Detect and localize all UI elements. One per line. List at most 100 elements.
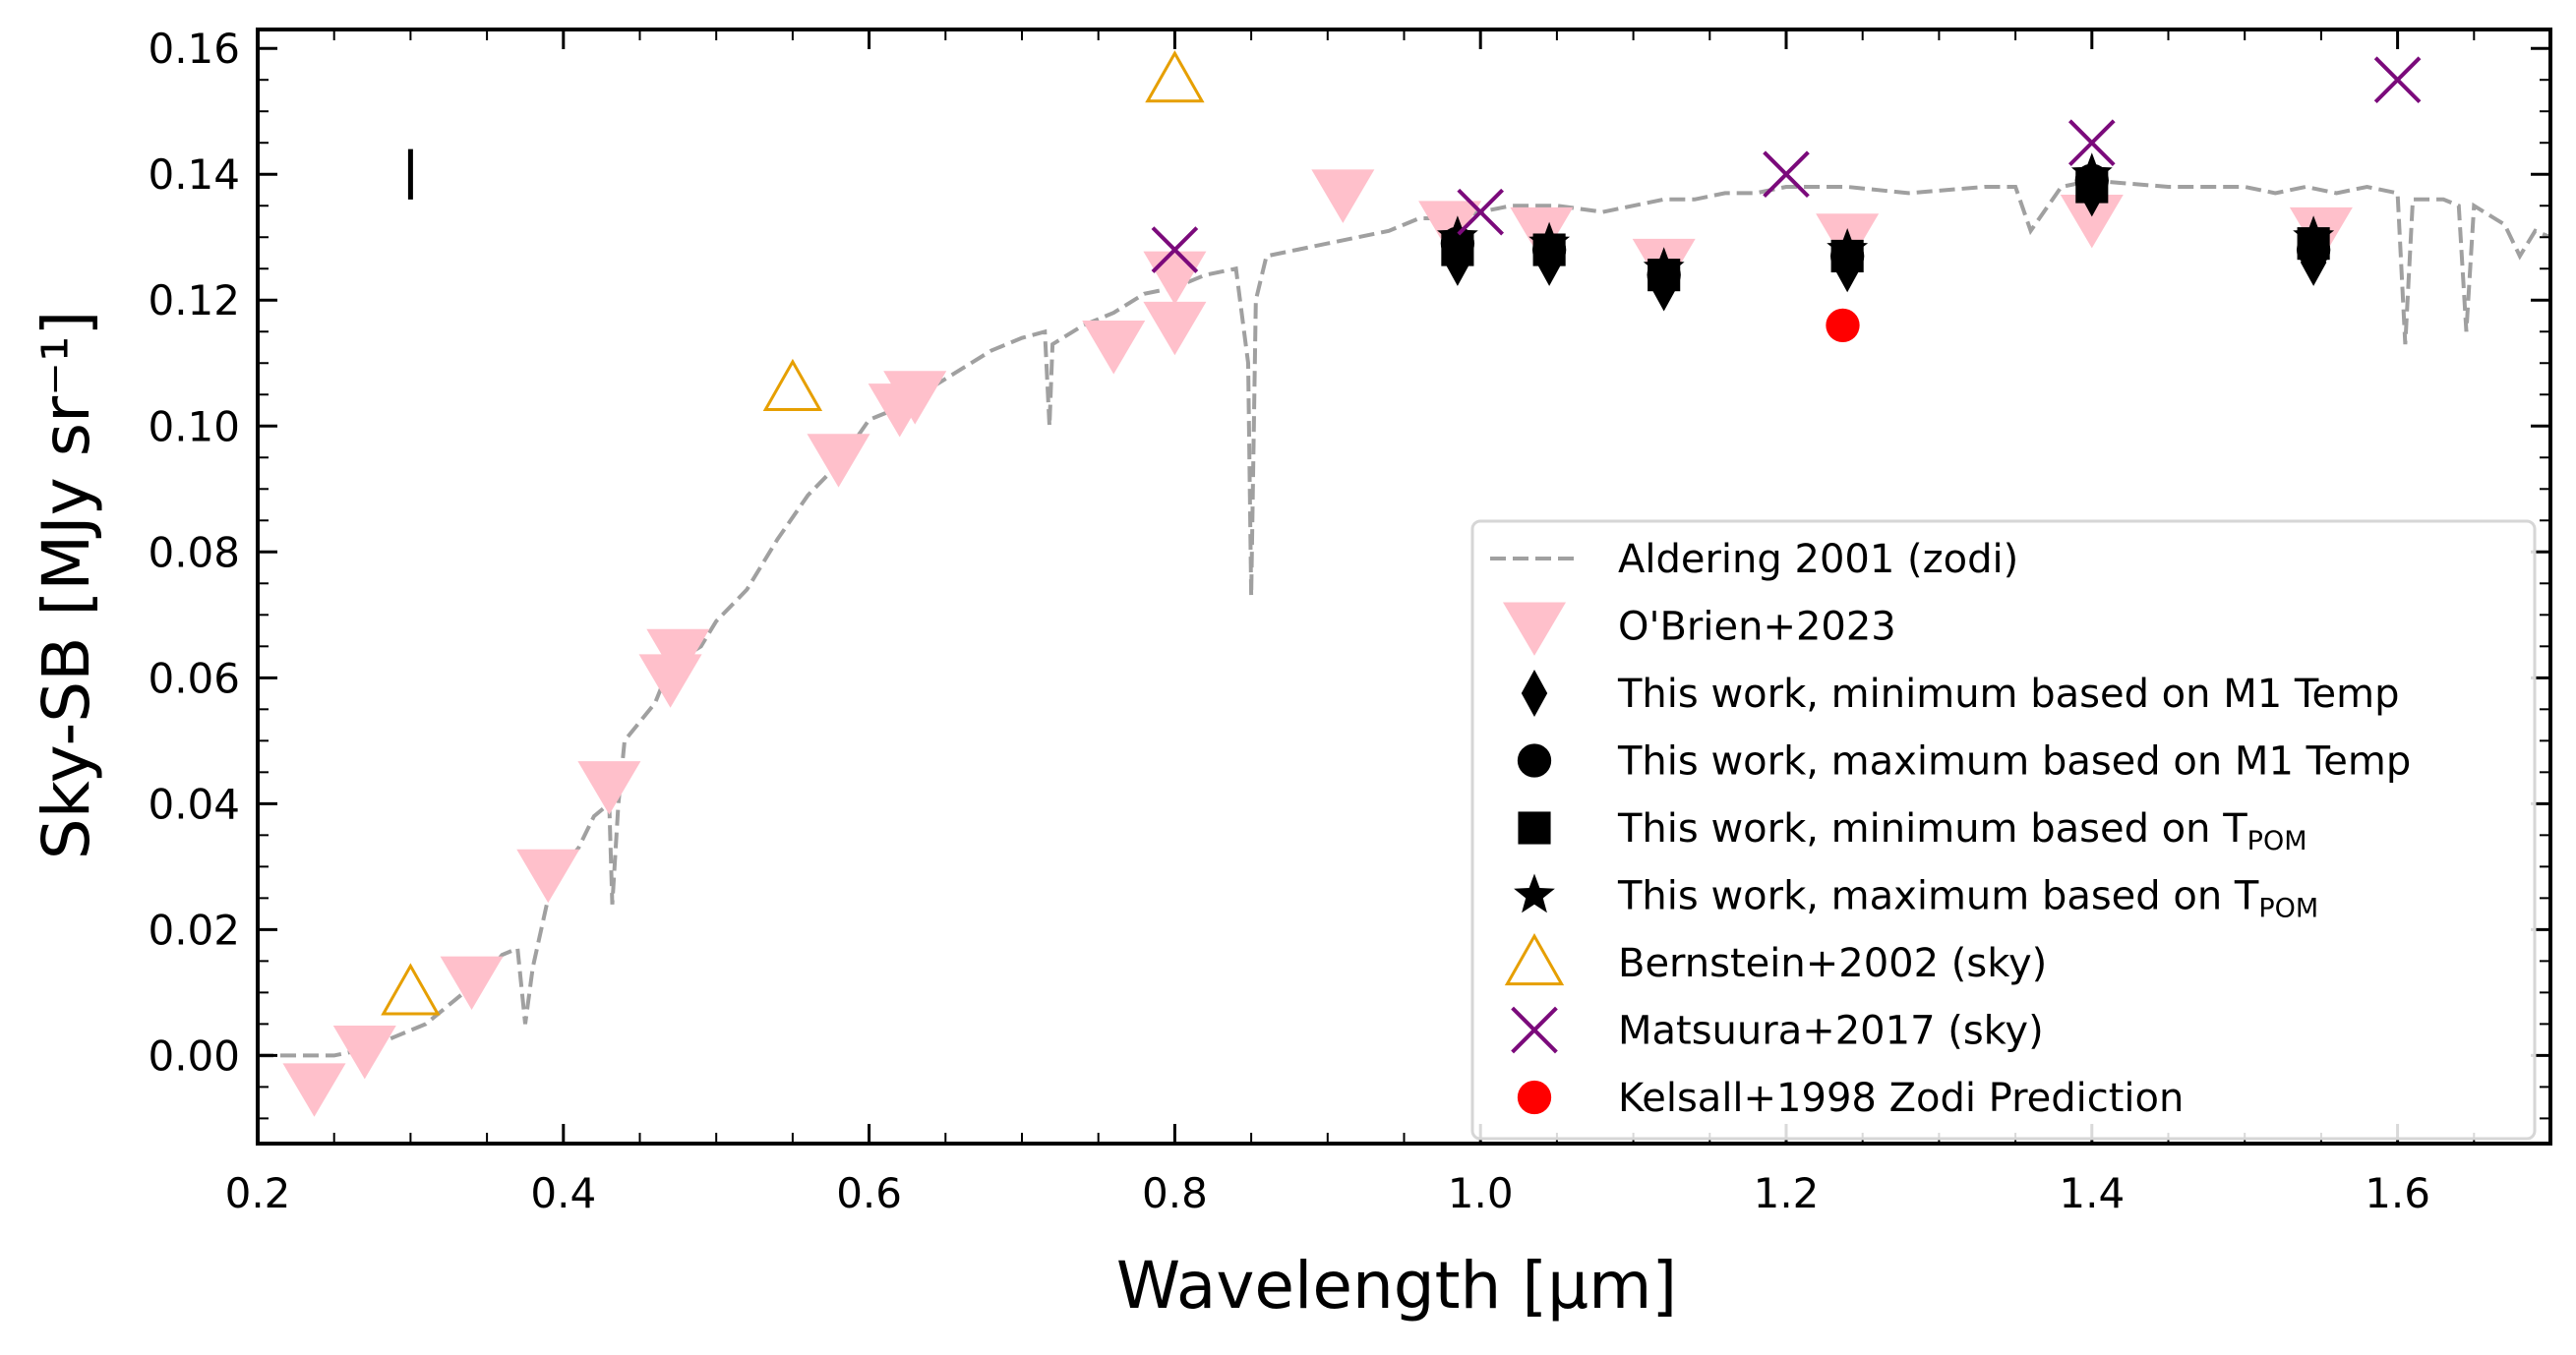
legend-label-7: Matsuura+2017 (sky) (1618, 1009, 2044, 1054)
legend-label-4: This work, minimum based on TPOM (1617, 806, 2307, 856)
y-tick-label-5: 0.10 (148, 402, 240, 450)
legend-marker-6 (1504, 932, 1565, 986)
series-o-brien-2023-point-10-shape (1082, 321, 1146, 375)
series-o-brien-2023-point-2-shape (440, 956, 504, 1010)
series-o-brien-2023-point-7-shape (807, 434, 870, 488)
series-this-work-maximum-based-on-t-pom-point-3-shape (1827, 228, 1869, 267)
legend-label-5: This work, maximum based on TPOM (1617, 874, 2318, 924)
legend-label-0: Aldering 2001 (zodi) (1618, 537, 2018, 582)
x-tick-label-5: 1.2 (1754, 1169, 1820, 1217)
series-matsuura-2017-sky-point-3-stroke-b (2067, 119, 2116, 167)
y-tick-label-4: 0.08 (148, 528, 240, 576)
series-bernstein-2002-sky (381, 50, 1205, 1016)
series-aldering-2001-zodi-line (258, 178, 2550, 1058)
legend-marker-5-shape (1514, 873, 1555, 913)
series-o-brien-2023-point-11-shape (1143, 301, 1207, 356)
series-o-brien-2023-point-11 (1143, 301, 1207, 356)
series-matsuura-2017-sky-point-4-stroke-b (2373, 56, 2422, 104)
series-this-work-maximum-based-on-t-pom-point-2 (1643, 247, 1685, 286)
legend-label-8: Kelsall+1998 Zodi Prediction (1618, 1076, 2184, 1121)
x-tick-label-0: 0.2 (225, 1169, 291, 1217)
series-o-brien-2023-point-7 (807, 434, 870, 488)
series-matsuura-2017-sky-point-4 (2373, 56, 2422, 104)
series-this-work-maximum-based-on-t-pom (1437, 152, 2335, 286)
legend-marker-6-shape (1504, 932, 1565, 986)
series-o-brien-2023-point-18 (2060, 195, 2124, 249)
series-o-brien-2023-point-4-shape (577, 761, 641, 815)
y-tick-label-8: 0.16 (148, 25, 240, 73)
y-axis-title: Sky-SB [MJy sr⁻¹] (29, 311, 104, 859)
series-o-brien-2023-point-14 (1418, 201, 1482, 255)
series-this-work-maximum-based-on-t-pom-point-5 (2293, 215, 2335, 255)
series-this-work-maximum-based-on-t-pom-point-0-shape (1437, 215, 1478, 255)
series-matsuura-2017-sky-point-3 (2067, 119, 2116, 167)
series-this-work-maximum-based-on-t-pom-point-5-shape (2293, 215, 2335, 255)
series-kelsall-1998-zodi-prediction (1826, 308, 1860, 343)
y-tick-label-2: 0.04 (148, 780, 240, 828)
series-matsuura-2017-sky-point-1 (1457, 188, 1505, 236)
series-o-brien-2023-point-13-shape (1311, 169, 1375, 223)
series-this-work-maximum-based-on-t-pom-point-0 (1437, 215, 1478, 255)
legend-entry-5: This work, maximum based on TPOM (1514, 873, 2318, 924)
series-o-brien-2023-point-14-shape (1418, 201, 1482, 255)
legend-marker-8 (1517, 1080, 1552, 1115)
x-tick-label-1: 0.4 (530, 1169, 596, 1217)
series-this-work-maximum-based-on-t-pom-point-4-shape (2070, 152, 2113, 192)
x-tick-label-4: 1.0 (1448, 1169, 1514, 1217)
legend-marker-7-stroke-b (1511, 1006, 1558, 1054)
series-o-brien-2023-point-3-shape (516, 849, 580, 904)
series-kelsall-1998-zodi-prediction-point-0 (1826, 308, 1860, 343)
series-matsuura-2017-sky-point-0-stroke-b (1151, 226, 1199, 273)
legend-marker-8-shape (1517, 1080, 1552, 1115)
legend: Aldering 2001 (zodi) O'Brien+2023 This wor… (1470, 519, 2537, 1141)
series-bernstein-2002-sky-point-1-shape (762, 358, 823, 411)
y-tick-label-6: 0.12 (148, 276, 240, 324)
series-this-work-maximum-based-on-t-pom-point-3 (1827, 228, 1869, 267)
series-kelsall-1998-zodi-prediction-point-0-shape (1826, 308, 1860, 343)
series-bernstein-2002-sky-point-2 (1145, 50, 1205, 103)
series-this-work-maximum-based-on-t-pom-point-1-shape (1528, 221, 1571, 262)
series-o-brien-2023-point-1-shape (332, 1025, 396, 1080)
legend-entry-2: This work, minimum based on M1 Temp (1521, 670, 2400, 717)
legend-marker-4-shape (1518, 811, 1551, 845)
series-matsuura-2017-sky (1151, 56, 2422, 273)
legend-marker-5 (1514, 873, 1555, 913)
legend-label-subscript-5: POM (2258, 894, 2318, 924)
series-matsuura-2017-sky-point-1-stroke-b (1457, 188, 1505, 236)
legend-entry-7: Matsuura+2017 (sky) (1511, 1006, 2044, 1054)
x-tick-label-3: 0.8 (1142, 1169, 1208, 1217)
legend-label-2: This work, minimum based on M1 Temp (1617, 672, 2400, 717)
plot-area (258, 50, 2550, 1117)
series-this-work-maximum-based-on-t-pom-point-4 (2070, 152, 2113, 192)
legend-marker-1-shape (1503, 602, 1566, 656)
legend-label-1: O'Brien+2023 (1618, 605, 1896, 650)
legend-entry-1: O'Brien+2023 (1503, 602, 1896, 656)
legend-label-3: This work, maximum based on M1 Temp (1617, 739, 2411, 785)
plot-clipped (258, 50, 2550, 1117)
x-tick-label-6: 1.4 (2059, 1169, 2125, 1217)
series-o-brien-2023-point-4 (577, 761, 641, 815)
series-o-brien-2023-point-10 (1082, 321, 1146, 375)
series-o-brien-2023-point-0-shape (282, 1063, 346, 1117)
legend-marker-1 (1503, 602, 1566, 656)
series-o-brien-2023-point-3 (516, 849, 580, 904)
legend-entry-4: This work, minimum based on TPOM (1518, 806, 2307, 856)
legend-entry-0: Aldering 2001 (zodi) (1490, 537, 2018, 582)
x-axis-title: Wavelength [μm] (1116, 1248, 1677, 1324)
legend-entry-6: Bernstein+2002 (sky) (1504, 932, 2047, 986)
legend-box (1470, 519, 2537, 1141)
series-o-brien-2023-point-9-shape (883, 371, 947, 425)
series-bernstein-2002-sky-point-0 (381, 963, 441, 1016)
legend-entry-3: This work, maximum based on M1 Temp (1517, 739, 2411, 785)
series-bernstein-2002-sky-point-2-shape (1145, 50, 1205, 103)
series-o-brien-2023-point-6 (646, 628, 710, 683)
series-o-brien-2023-point-13 (1311, 169, 1375, 223)
axes: 0.2 0.4 0.6 0.8 1.0 1.2 1.4 1.6 0.00 0.02 0.04 0.06… (148, 25, 2552, 1217)
series-this-work-maximum-based-on-t-pom-point-1 (1528, 221, 1571, 262)
legend-label-subscript-4: POM (2247, 826, 2307, 856)
series-o-brien-2023-point-1 (332, 1025, 396, 1080)
series-matsuura-2017-sky-point-0 (1151, 226, 1199, 273)
legend-marker-2-shape (1521, 670, 1548, 717)
series-aldering-2001-zodi (258, 178, 2550, 1058)
